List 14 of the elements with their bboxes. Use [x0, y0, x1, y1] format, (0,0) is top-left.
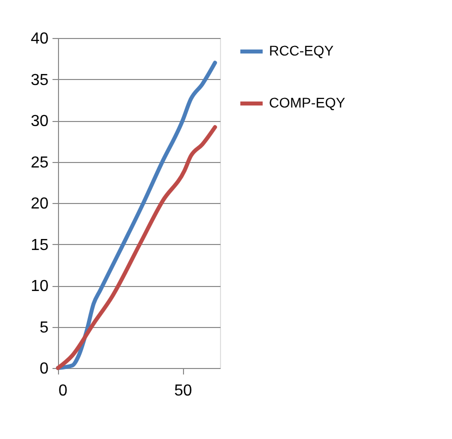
- legend-label: COMP-EQY: [269, 94, 346, 110]
- y-tick-label: 30: [30, 113, 49, 130]
- y-tick-label: 0: [40, 360, 49, 378]
- y-tick-label: 20: [30, 196, 49, 212]
- y-tick-label: 25: [30, 154, 49, 172]
- y-tick-label: 40: [30, 30, 49, 48]
- y-tick-label: 5: [40, 319, 49, 336]
- line-series: [56, 125, 218, 370]
- y-tick-label: 35: [30, 72, 49, 89]
- line-series: [56, 60, 218, 370]
- x-tick-label: 50: [174, 382, 192, 400]
- y-tick-label: 10: [30, 278, 49, 295]
- y-tick-label: 15: [30, 236, 49, 254]
- legend-label: RCC-EQY: [269, 42, 334, 58]
